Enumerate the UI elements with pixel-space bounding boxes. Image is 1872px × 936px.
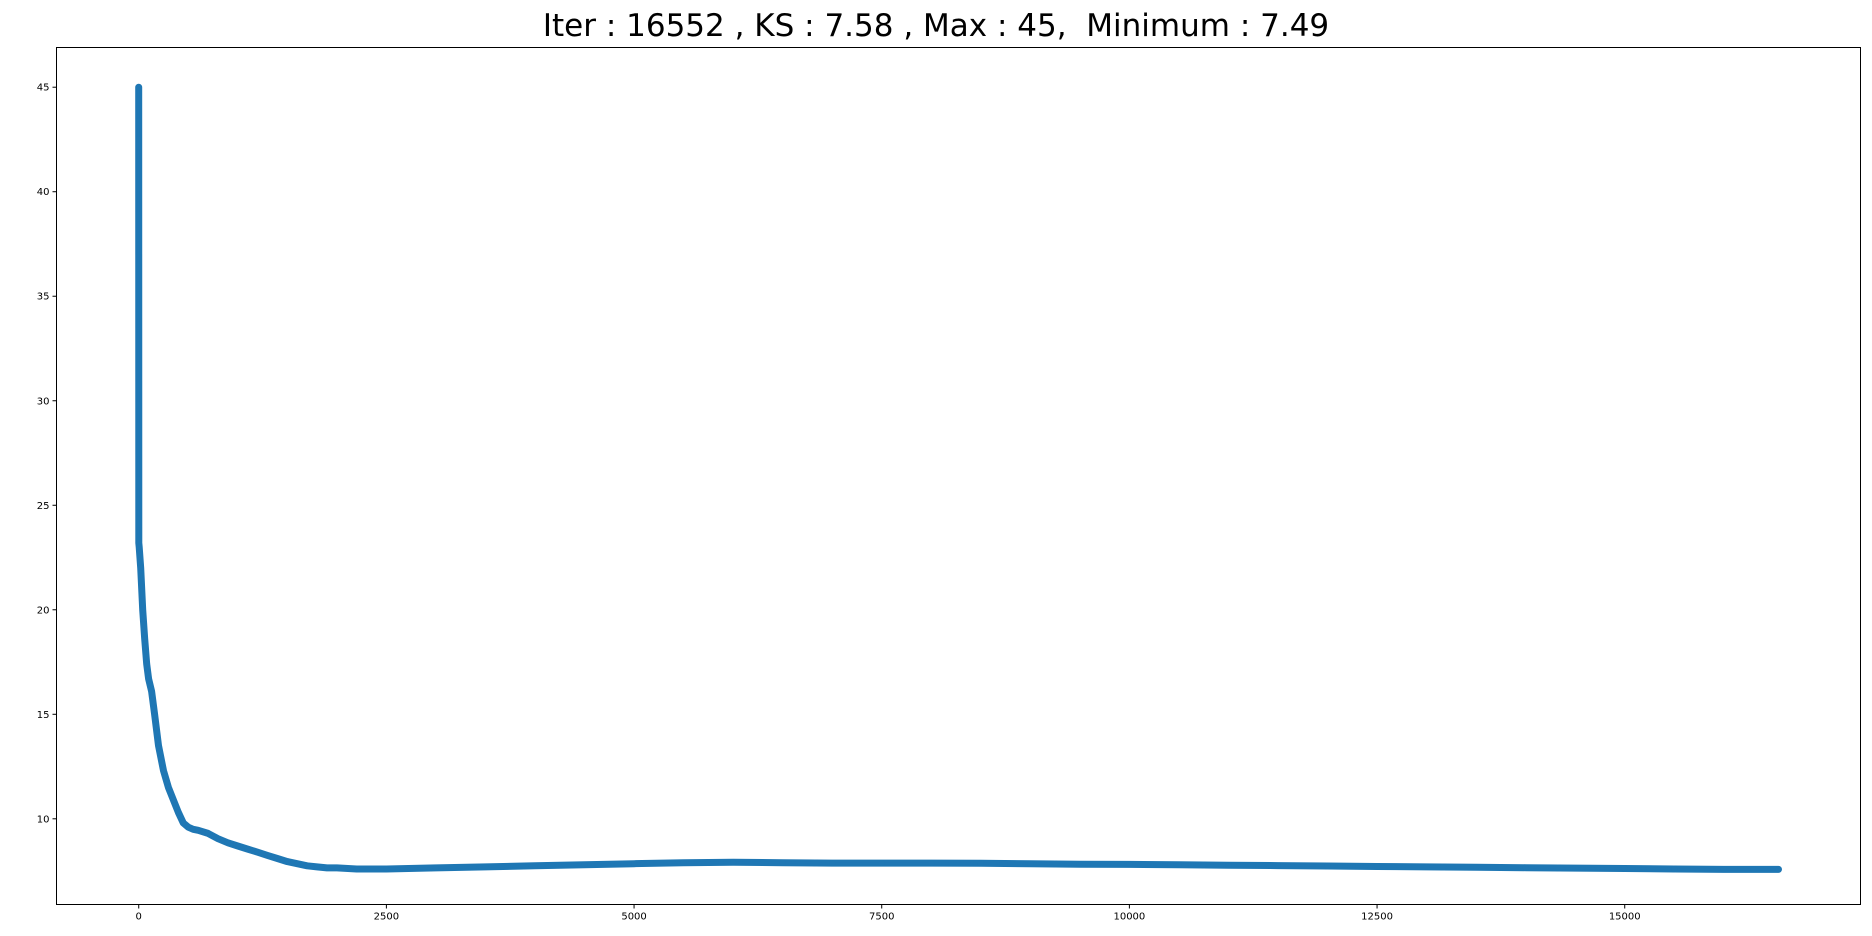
data-point <box>195 827 202 834</box>
data-point <box>165 784 172 791</box>
data-point <box>314 863 321 870</box>
data-point <box>531 862 538 869</box>
data-point <box>730 859 737 866</box>
data-point <box>143 661 150 668</box>
data-point <box>148 688 155 695</box>
data-point <box>1225 862 1232 869</box>
data-point <box>160 767 167 774</box>
data-point <box>928 860 935 867</box>
data-point <box>244 846 251 853</box>
data-point <box>234 842 241 849</box>
data-point <box>1175 861 1182 868</box>
data-point <box>353 865 360 872</box>
data-point <box>1720 866 1727 873</box>
x-tick-label: 10000 <box>1113 912 1145 923</box>
data-point <box>136 544 143 551</box>
data-point <box>878 860 885 867</box>
data-point <box>1473 864 1480 871</box>
data-point <box>1621 865 1628 872</box>
data-point <box>190 826 197 833</box>
y-tick-label: 10 <box>37 814 50 825</box>
data-point <box>304 862 311 869</box>
series-line <box>137 87 1779 871</box>
data-point <box>214 835 221 842</box>
data-point <box>254 849 261 856</box>
data-point <box>680 859 687 866</box>
data-point <box>151 711 158 718</box>
data-point <box>1522 864 1529 871</box>
data-point <box>205 830 212 837</box>
data-point <box>139 606 146 613</box>
data-point <box>977 860 984 867</box>
data-point <box>1572 865 1579 872</box>
data-point <box>829 860 836 867</box>
data-point <box>264 852 271 859</box>
data-point <box>175 809 182 816</box>
y-tick-label: 40 <box>37 187 50 198</box>
data-point <box>1027 860 1034 867</box>
x-tick-label: 7500 <box>869 912 894 923</box>
x-tick-label: 0 <box>136 912 142 923</box>
data-point <box>333 864 340 871</box>
data-point <box>274 855 281 862</box>
x-axis: 0 2500 5000 7500 10000 12500 15000 <box>136 904 1641 923</box>
y-tick-label: 30 <box>37 396 50 407</box>
x-tick-label: 15000 <box>1609 912 1641 923</box>
data-point <box>141 636 148 643</box>
data-point <box>779 859 786 866</box>
data-point <box>383 865 390 872</box>
y-tick-label: 45 <box>37 83 50 94</box>
y-tick-label: 25 <box>37 501 50 512</box>
data-point <box>224 839 231 846</box>
data-point <box>137 564 144 571</box>
data-point <box>284 858 291 865</box>
x-tick-label: 12500 <box>1361 912 1393 923</box>
data-point <box>145 675 152 682</box>
data-point <box>185 824 192 831</box>
data-point <box>1374 863 1381 870</box>
data-point <box>180 819 187 826</box>
y-axis: 10 15 20 25 30 35 40 45 <box>37 83 57 825</box>
y-tick-label: 15 <box>37 710 50 721</box>
data-point <box>135 84 142 91</box>
chart-title: Iter : 16552 , KS : 7.58 , Max : 45, Min… <box>542 8 1330 44</box>
x-tick-label: 5000 <box>621 912 646 923</box>
data-point <box>1775 866 1782 873</box>
data-point <box>1126 861 1133 868</box>
data-point <box>1076 861 1083 868</box>
x-tick-label: 2500 <box>374 912 399 923</box>
data-point <box>432 864 439 871</box>
data-point <box>170 796 177 803</box>
data-point <box>1750 866 1757 873</box>
y-tick-label: 20 <box>37 605 50 616</box>
data-point <box>482 863 489 870</box>
data-point <box>1274 862 1281 869</box>
y-tick-label: 35 <box>37 292 50 303</box>
data-point <box>1671 865 1678 872</box>
data-point <box>155 742 162 749</box>
data-point <box>294 860 301 867</box>
data-point <box>1423 863 1430 870</box>
data-point <box>323 864 330 871</box>
data-point <box>581 861 588 868</box>
data-point <box>631 860 638 867</box>
series-group <box>135 83 1782 873</box>
data-point <box>1324 863 1331 870</box>
plot-area <box>56 47 1861 905</box>
